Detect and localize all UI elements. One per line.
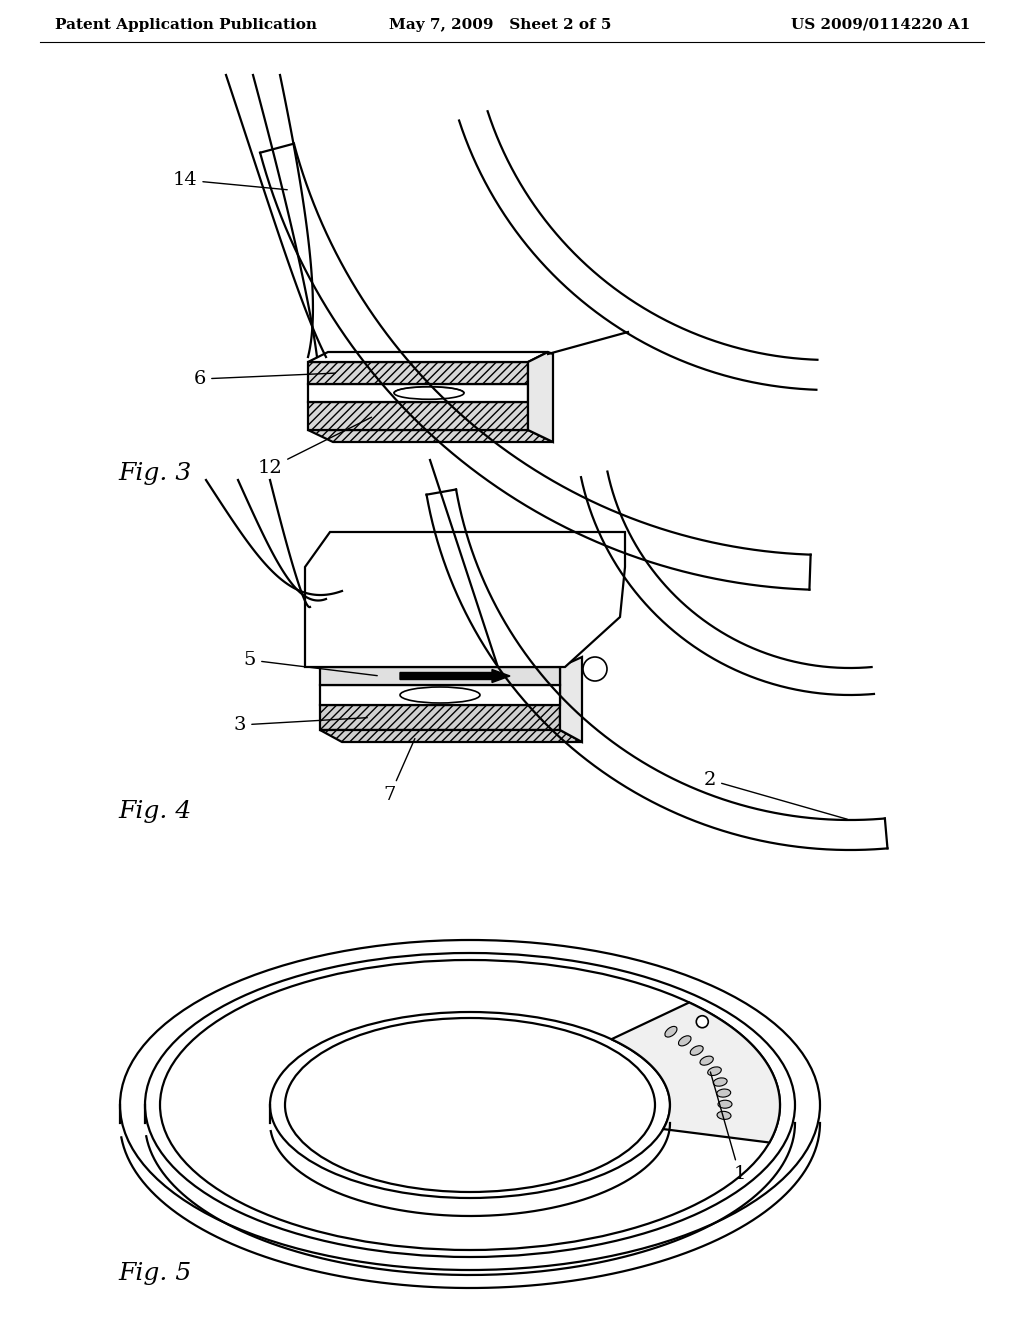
Polygon shape bbox=[308, 362, 528, 384]
Text: 1: 1 bbox=[711, 1072, 745, 1183]
Text: 2: 2 bbox=[703, 771, 847, 820]
Circle shape bbox=[583, 657, 607, 681]
Circle shape bbox=[696, 1015, 709, 1028]
Polygon shape bbox=[308, 384, 528, 403]
Polygon shape bbox=[308, 352, 548, 362]
Ellipse shape bbox=[400, 686, 480, 704]
Ellipse shape bbox=[285, 1018, 655, 1192]
Polygon shape bbox=[319, 667, 560, 685]
Ellipse shape bbox=[160, 960, 780, 1250]
Ellipse shape bbox=[679, 1036, 691, 1045]
Text: 6: 6 bbox=[194, 370, 335, 388]
Ellipse shape bbox=[717, 1111, 731, 1119]
Text: 3: 3 bbox=[233, 715, 368, 734]
Ellipse shape bbox=[714, 1078, 727, 1086]
Polygon shape bbox=[319, 705, 560, 730]
Text: 7: 7 bbox=[384, 739, 415, 804]
Ellipse shape bbox=[145, 953, 795, 1257]
Text: 12: 12 bbox=[258, 417, 372, 477]
Polygon shape bbox=[611, 1002, 780, 1143]
Polygon shape bbox=[528, 352, 553, 442]
Text: Fig. 4: Fig. 4 bbox=[118, 800, 191, 822]
Polygon shape bbox=[308, 403, 528, 430]
Text: Patent Application Publication: Patent Application Publication bbox=[55, 18, 317, 32]
Text: 5: 5 bbox=[244, 651, 377, 676]
Text: 14: 14 bbox=[173, 172, 288, 190]
Ellipse shape bbox=[708, 1067, 721, 1076]
Ellipse shape bbox=[690, 1045, 703, 1055]
FancyArrow shape bbox=[400, 669, 510, 682]
Ellipse shape bbox=[270, 1012, 670, 1199]
Polygon shape bbox=[305, 532, 625, 667]
Ellipse shape bbox=[717, 1089, 731, 1097]
Polygon shape bbox=[560, 657, 582, 742]
Polygon shape bbox=[308, 430, 553, 442]
Ellipse shape bbox=[120, 940, 820, 1270]
Ellipse shape bbox=[394, 387, 464, 399]
Polygon shape bbox=[319, 685, 560, 705]
Ellipse shape bbox=[718, 1101, 732, 1109]
Text: May 7, 2009   Sheet 2 of 5: May 7, 2009 Sheet 2 of 5 bbox=[389, 18, 611, 32]
Polygon shape bbox=[319, 730, 582, 742]
Text: US 2009/0114220 A1: US 2009/0114220 A1 bbox=[791, 18, 970, 32]
Text: Fig. 5: Fig. 5 bbox=[118, 1262, 191, 1284]
Text: Fig. 3: Fig. 3 bbox=[118, 462, 191, 484]
Ellipse shape bbox=[700, 1056, 714, 1065]
Ellipse shape bbox=[665, 1027, 677, 1038]
